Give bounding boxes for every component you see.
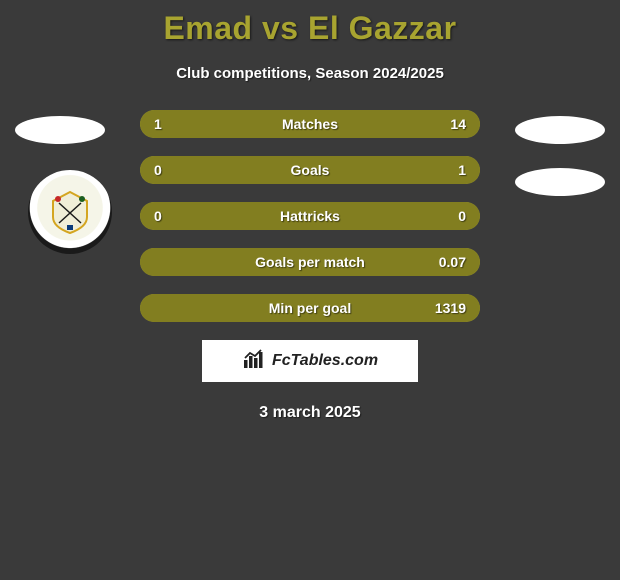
chart-icon — [242, 348, 266, 375]
stat-row: 0 Hattricks 0 — [140, 202, 480, 230]
stat-value-right: 0 — [458, 208, 466, 224]
subtitle: Club competitions, Season 2024/2025 — [0, 65, 620, 82]
stat-value-right: 0.07 — [439, 254, 466, 270]
stat-label: Hattricks — [280, 208, 340, 224]
player-right-placeholder-1 — [515, 116, 605, 144]
player-right-placeholder-2 — [515, 168, 605, 196]
stat-row: 0 Goals 1 — [140, 156, 480, 184]
stat-value-right: 1 — [458, 162, 466, 178]
crest-icon — [47, 189, 93, 235]
club-crest — [28, 170, 112, 254]
comparison-bars: 1 Matches 14 0 Goals 1 0 Hattricks 0 Goals per ma… — [140, 110, 480, 322]
stat-value-left: 0 — [154, 208, 162, 224]
stat-row: Min per goal 1319 — [140, 294, 480, 322]
stat-label: Min per goal — [269, 300, 351, 316]
bar-fill-left — [140, 156, 154, 184]
stat-label: Goals per match — [255, 254, 365, 270]
brand-badge[interactable]: FcTables.com — [202, 340, 418, 382]
comparison-content: 1 Matches 14 0 Goals 1 0 Hattricks 0 Goals per ma… — [0, 110, 620, 422]
stat-value-left: 1 — [154, 116, 162, 132]
date-label: 3 march 2025 — [0, 404, 620, 422]
stat-label: Goals — [291, 162, 330, 178]
brand-text: FcTables.com — [272, 352, 378, 370]
stat-value-right: 1319 — [435, 300, 466, 316]
stat-value-left: 0 — [154, 162, 162, 178]
page-title: Emad vs El Gazzar — [0, 0, 620, 47]
player-left-placeholder — [15, 116, 105, 144]
stat-row: 1 Matches 14 — [140, 110, 480, 138]
stat-value-right: 14 — [450, 116, 466, 132]
stat-row: Goals per match 0.07 — [140, 248, 480, 276]
stat-label: Matches — [282, 116, 338, 132]
